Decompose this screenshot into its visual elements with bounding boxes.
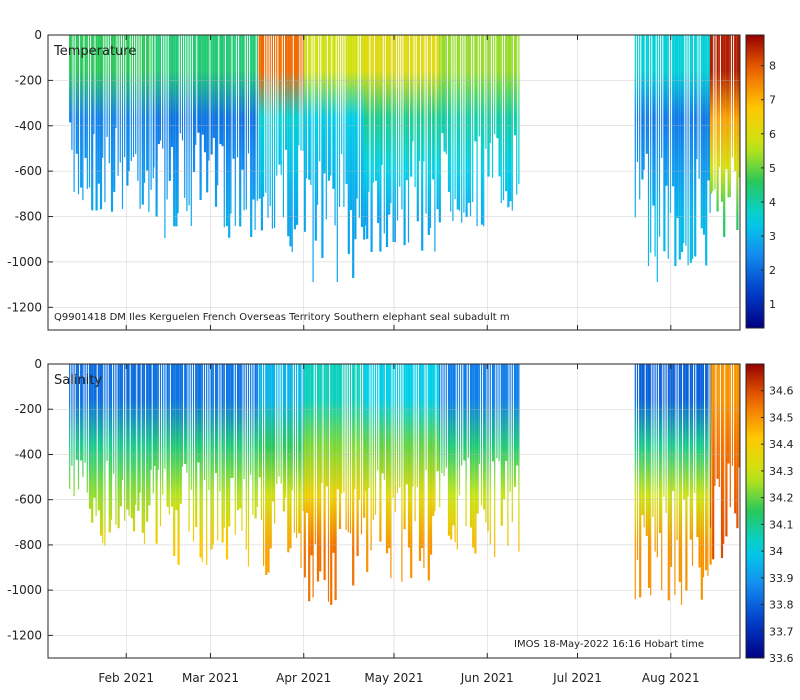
y-tick-label: -400 <box>15 119 42 133</box>
y-tick-label: -200 <box>15 73 42 87</box>
salinity-panel: 0 -200 -400 -600 -800 -1000 -1200 Feb 2021 Mar … <box>7 357 793 685</box>
y-tick-label: 0 <box>34 357 42 371</box>
colorbar-scale <box>745 363 765 659</box>
salinity-y-axis: 0 -200 -400 -600 -800 -1000 -1200 <box>7 357 53 642</box>
y-tick-label: -1200 <box>7 628 42 642</box>
colorbar-tick-label: 33.7 <box>769 625 794 638</box>
y-tick-label: -800 <box>15 538 42 552</box>
colorbar-scale <box>745 34 765 329</box>
colorbar-tick-label: 34.1 <box>769 518 794 531</box>
colorbar-tick-label: 34.2 <box>769 492 794 505</box>
salinity-x-axis: Feb 2021 Mar 2021 Apr 2021 May 2021 Jun 2021… <box>98 364 700 685</box>
colorbar-tick-label: 34.6 <box>769 385 794 398</box>
salinity-title: Salinity <box>54 373 102 388</box>
salinity-annotation: IMOS 18-May-2022 16:16 Hobart time <box>514 639 704 650</box>
colorbar-tick-label: 34.5 <box>769 411 794 424</box>
colorbar-tick-label: 2 <box>769 264 776 277</box>
x-tick-label: Jun 2021 <box>460 671 514 685</box>
y-tick-label: -1000 <box>7 255 42 269</box>
colorbar-tick-label: 7 <box>769 94 776 107</box>
temperature-title: Temperature <box>53 44 136 59</box>
temperature-y-axis: 0 -200 -400 -600 -800 -1000 -1200 <box>7 28 53 314</box>
colorbar-tick-label: 33.8 <box>769 599 794 612</box>
salinity-heatmap <box>69 364 740 605</box>
y-tick-label: -600 <box>15 493 42 507</box>
x-tick-label: Apr 2021 <box>276 671 331 685</box>
temperature-grid <box>48 34 740 330</box>
x-tick-label: Feb 2021 <box>98 671 154 685</box>
y-tick-label: 0 <box>34 28 42 42</box>
x-tick-label: May 2021 <box>364 671 423 685</box>
temperature-colorbar: 1 2 3 4 5 6 7 8 <box>745 34 776 329</box>
y-tick-label: -200 <box>15 402 42 416</box>
colorbar-tick-label: 4 <box>769 196 776 209</box>
salinity-grid <box>48 363 740 658</box>
colorbar-tick-label: 34.4 <box>769 438 794 451</box>
colorbar-tick-label: 1 <box>769 298 776 311</box>
colorbar-tick-label: 8 <box>769 60 776 73</box>
colorbar-tick-label: 6 <box>769 128 776 141</box>
y-tick-label: -600 <box>15 164 42 178</box>
x-tick-label: Aug 2021 <box>642 671 700 685</box>
y-tick-label: -400 <box>15 447 42 461</box>
temperature-x-axis <box>125 35 672 330</box>
y-tick-label: -800 <box>15 210 42 224</box>
colorbar-tick-label: 33.9 <box>769 572 794 585</box>
colorbar-tick-label: 34.3 <box>769 465 794 478</box>
colorbar-tick-label: 3 <box>769 230 776 243</box>
salinity-colorbar: 33.6 33.7 33.8 33.9 34 34.1 34.2 34.3 34.4 34.5 34… <box>745 363 794 665</box>
y-tick-label: -1000 <box>7 583 42 597</box>
x-tick-label: Mar 2021 <box>182 671 239 685</box>
temperature-heatmap <box>69 35 740 283</box>
x-tick-label: Jul 2021 <box>552 671 602 685</box>
temperature-panel: 0-200-400-600-800-1000-1200 Temperature … <box>7 28 776 331</box>
colorbar-tick-label: 34 <box>769 545 783 558</box>
colorbar-tick-label: 5 <box>769 162 776 175</box>
temperature-annotation: Q9901418 DM Iles Kerguelen French Overse… <box>54 312 510 323</box>
colorbar-tick-label: 33.6 <box>769 652 794 665</box>
y-tick-label: -1200 <box>7 300 42 314</box>
